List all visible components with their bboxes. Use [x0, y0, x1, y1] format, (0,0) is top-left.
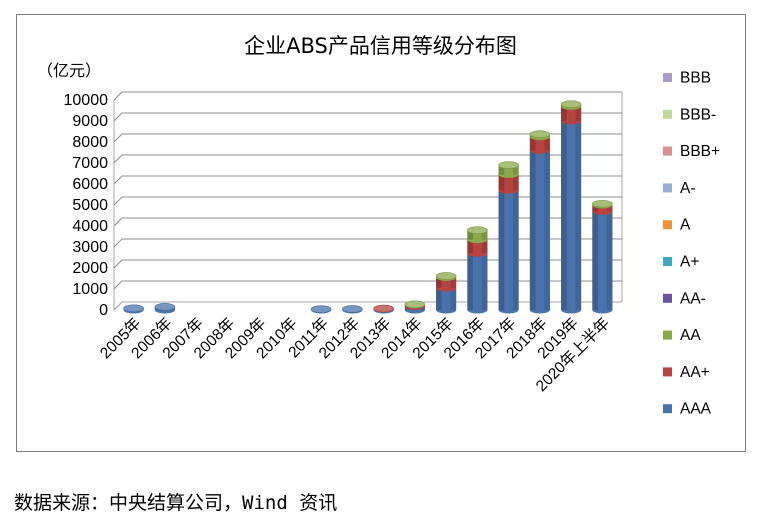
y-tick-label: 2000	[72, 260, 108, 277]
bar-segment-aaa	[529, 150, 550, 314]
legend-item: AA	[663, 327, 701, 344]
y-tick-label: 0	[99, 302, 108, 319]
legend-label: A-	[680, 180, 696, 197]
gridline	[113, 259, 622, 269]
legend-swatch	[663, 109, 672, 119]
legend-item: A-	[663, 180, 696, 197]
legend-label: AAA	[680, 401, 712, 418]
y-tick-label: 8000	[72, 134, 108, 151]
bar-top-cap	[373, 304, 394, 313]
legend-label: BBB	[680, 70, 711, 87]
bars	[123, 100, 613, 314]
legend-label: A	[680, 217, 691, 234]
y-tick-label: 10000	[64, 92, 109, 109]
y-tick-label: 3000	[72, 239, 108, 256]
bar-top-cap	[435, 272, 457, 280]
y-tick-label: 4000	[72, 218, 108, 235]
legend-item: A+	[663, 254, 699, 271]
y-tick-label: 1000	[72, 281, 108, 298]
legend-swatch	[663, 404, 672, 414]
legend-item: BBB	[663, 70, 711, 87]
legend-item: A	[663, 217, 691, 234]
gridline	[113, 175, 622, 185]
bar-segment-aaplus	[467, 239, 488, 257]
legend-swatch	[663, 146, 672, 156]
y-tick-label: 5000	[72, 197, 108, 214]
bar-top-cap	[123, 304, 144, 313]
bar-top-cap	[342, 305, 363, 313]
source-note: 数据来源：中央结算公司，Wind 资讯	[14, 492, 338, 514]
legend-label: AA	[680, 327, 701, 344]
gridline	[113, 217, 622, 227]
y-axis-ticks: 0 1000 2000 3000 4000 5000 6000 7000 8000 9000 100…	[64, 92, 109, 319]
gridline	[113, 196, 622, 206]
bar-top-cap	[560, 100, 582, 108]
legend-swatch	[663, 73, 672, 82]
gridline	[113, 154, 622, 164]
bar-segment-aaa	[561, 121, 582, 314]
y-tick-label: 9000	[72, 113, 108, 130]
legend-label: AA+	[680, 364, 710, 381]
chart-title: 企业ABS产品信用等级分布图	[244, 34, 517, 58]
legend-item: AAA	[663, 401, 712, 418]
bar-segment-aaa	[498, 190, 519, 314]
legend-swatch	[663, 367, 672, 377]
bar-top-cap	[154, 303, 176, 311]
bar-segment-aaplus	[498, 174, 519, 194]
legend-swatch	[663, 330, 672, 340]
legend-item: BBB+	[663, 143, 720, 160]
legend-item: BBB-	[663, 106, 716, 123]
bar-segment-aaplus	[436, 277, 457, 292]
legend-swatch	[663, 257, 672, 266]
chart-svg: 0 1000 2000 3000 4000 5000 6000 7000 8000 9000 100…	[64, 70, 721, 418]
y-tick-label: 7000	[72, 155, 108, 172]
gridline	[113, 133, 622, 143]
x-axis-ticks: 2005年2006年2007年2008年2009年2010年2011年2012年…	[96, 314, 613, 395]
bar-top-cap	[467, 226, 488, 234]
bar-segment-aaa	[592, 211, 613, 314]
bar-segment-aaplus	[529, 136, 550, 154]
bar-top-cap	[498, 161, 519, 169]
bar-segment-aaa	[467, 253, 488, 314]
bar-top-cap	[404, 300, 426, 309]
chart-frame	[16, 14, 746, 452]
bar-segment-aaa	[436, 287, 457, 314]
legend-label: BBB-	[680, 106, 716, 123]
gridline	[113, 238, 622, 248]
legend-label: AA-	[680, 290, 706, 307]
y-tick-label: 6000	[72, 176, 108, 193]
legend-item: AA+	[663, 364, 710, 381]
legend-label: BBB+	[680, 143, 720, 160]
gridline	[113, 112, 622, 122]
bar-top-cap	[529, 130, 551, 139]
legend-swatch	[663, 293, 672, 303]
legend-swatch	[663, 220, 672, 230]
y-unit-label: （亿元）	[37, 61, 102, 80]
legend-item: AA-	[663, 290, 706, 307]
gridline	[113, 91, 622, 101]
legend-swatch	[663, 183, 672, 193]
legend-label: A+	[680, 254, 699, 271]
bar-top-cap	[310, 305, 332, 313]
bar-top-cap	[592, 199, 613, 208]
bar-segment-aaplus	[561, 106, 582, 125]
